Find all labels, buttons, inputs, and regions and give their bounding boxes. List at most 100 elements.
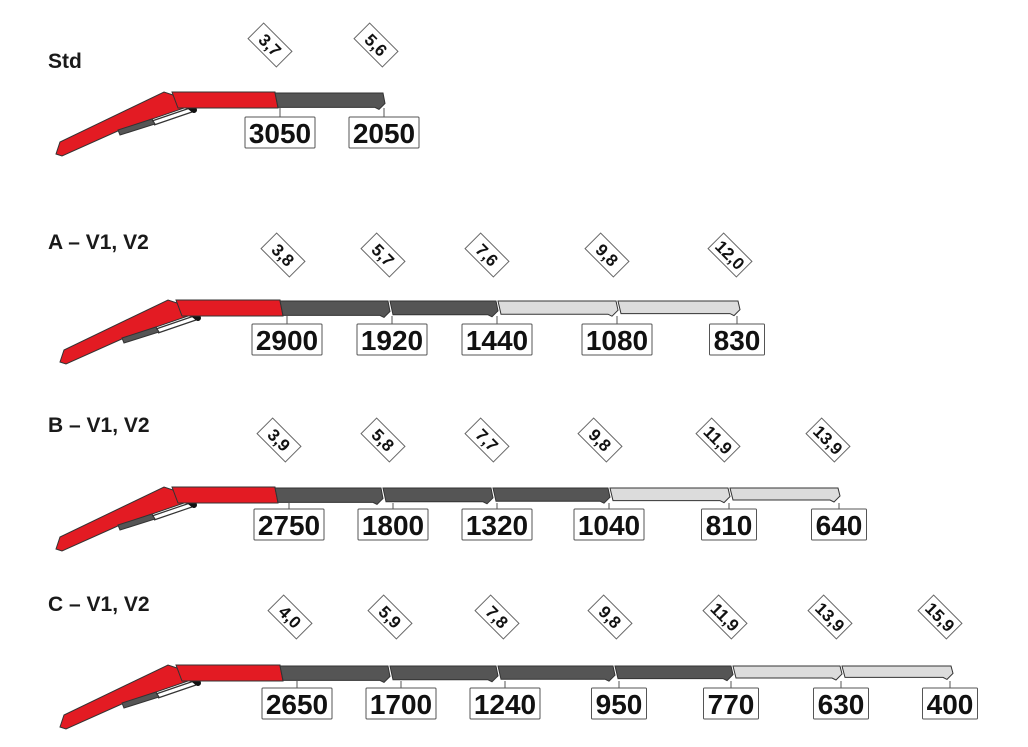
reach-label: 3,8	[260, 232, 306, 278]
load-value: 1800	[362, 510, 424, 541]
load-box	[251, 323, 323, 356]
extension-segment	[497, 300, 619, 317]
reach-label: 12,0	[707, 232, 753, 278]
reach-label: 9,8	[577, 417, 623, 463]
configuration-label: Std	[48, 50, 82, 73]
reach-label-box	[707, 232, 753, 278]
extension-segment	[617, 300, 741, 317]
load-value: 1920	[361, 325, 423, 356]
extension-segment	[389, 665, 499, 683]
reach-label-box	[464, 417, 510, 463]
extension-segment	[841, 665, 954, 681]
configuration-2: B – V1, V2 3,9 5,8 7,7 9,8 11,9 13,9 2750 1800 13…	[48, 414, 867, 552]
load-box	[581, 323, 653, 356]
load-box	[591, 687, 647, 720]
configuration-label: B – V1, V2	[48, 414, 150, 437]
load-value: 770	[708, 689, 755, 720]
reach-label-box	[260, 232, 306, 278]
load-box	[703, 687, 759, 720]
reach-label-box	[805, 417, 851, 463]
jib-arm	[55, 486, 192, 552]
load-value: 3050	[249, 118, 311, 149]
extension-segment	[274, 487, 384, 506]
hydraulic-cylinder	[117, 513, 156, 531]
extension-segment	[732, 665, 843, 681]
reach-label-box	[360, 232, 406, 278]
load-box	[253, 508, 325, 541]
reach-label: 5,9	[367, 594, 413, 640]
extension-segment	[279, 665, 391, 684]
load-value: 1080	[586, 325, 648, 356]
hydraulic-cylinder	[121, 326, 160, 344]
configuration-label: A – V1, V2	[48, 231, 149, 254]
reach-label-box	[267, 594, 313, 640]
reach-label: 4,0	[267, 594, 313, 640]
reach-label-box	[695, 417, 741, 463]
configuration-label: C – V1, V2	[48, 593, 150, 616]
extension-segment	[497, 665, 616, 682]
reach-label-box	[353, 22, 399, 68]
load-box	[244, 116, 316, 149]
base-boom-segment	[175, 664, 284, 682]
load-box	[365, 687, 437, 720]
reach-label: 5,7	[360, 232, 406, 278]
extension-segment	[382, 487, 494, 505]
piston-rod	[157, 319, 197, 334]
extension-segment	[609, 487, 731, 504]
reach-label: 13,9	[807, 594, 853, 640]
load-value: 1320	[466, 510, 528, 541]
load-box	[922, 687, 978, 720]
load-box	[461, 323, 533, 356]
reach-label-box	[367, 594, 413, 640]
configuration-0: Std 3,7 5,6 3050 2050	[48, 22, 420, 157]
extension-segment	[492, 487, 611, 504]
reach-label-box	[807, 594, 853, 640]
reach-label-box	[917, 594, 963, 640]
load-value: 2750	[258, 510, 320, 541]
reach-label: 9,8	[584, 232, 630, 278]
piston-rod	[153, 506, 193, 521]
configuration-3: C – V1, V2 4,0 5,9 7,8 9,8 11,9 13,9 15,9 2650 17…	[48, 593, 978, 730]
jib-arm	[55, 91, 192, 157]
load-value: 1040	[578, 510, 640, 541]
load-value: 640	[816, 510, 863, 541]
reach-label: 15,9	[917, 594, 963, 640]
load-value: 630	[818, 689, 865, 720]
reach-label-box	[360, 417, 406, 463]
reach-label: 7,6	[464, 232, 510, 278]
load-value: 1700	[370, 689, 432, 720]
jib-arm	[59, 299, 196, 365]
extension-segment	[614, 665, 734, 682]
load-value: 950	[596, 689, 643, 720]
piston-rod	[155, 315, 195, 330]
load-box	[469, 687, 541, 720]
reach-label: 5,6	[353, 22, 399, 68]
jib-arm	[59, 664, 196, 730]
reach-label: 3,9	[256, 417, 302, 463]
piston-rod	[151, 107, 191, 122]
reach-label-box	[474, 594, 520, 640]
reach-label: 9,8	[587, 594, 633, 640]
reach-label: 11,9	[702, 594, 748, 640]
load-value: 2900	[256, 325, 318, 356]
reach-label-box	[464, 232, 510, 278]
load-value: 400	[927, 689, 974, 720]
hydraulic-cylinder	[121, 691, 160, 709]
load-box	[356, 323, 428, 356]
extension-segment	[274, 92, 386, 111]
load-box	[261, 687, 333, 720]
extension-segment	[279, 300, 391, 319]
reach-label: 13,9	[805, 417, 851, 463]
base-boom-segment	[175, 299, 284, 317]
hydraulic-cylinder	[117, 118, 156, 136]
reach-label-box	[247, 22, 293, 68]
load-box	[357, 508, 429, 541]
load-value: 830	[714, 325, 761, 356]
reach-label: 11,9	[695, 417, 741, 463]
reach-label-box	[256, 417, 302, 463]
load-box	[709, 323, 765, 356]
base-boom-segment	[171, 91, 279, 109]
piston-rod	[157, 684, 197, 699]
reach-label: 7,7	[464, 417, 510, 463]
